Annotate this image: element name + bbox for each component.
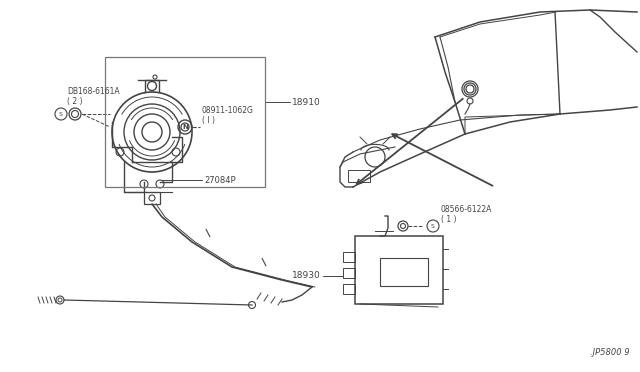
Bar <box>343 268 355 278</box>
Text: 18910: 18910 <box>292 97 321 106</box>
Text: N: N <box>182 124 188 130</box>
Text: 18930: 18930 <box>292 272 321 280</box>
Text: S: S <box>431 224 435 228</box>
Bar <box>105 57 265 187</box>
Text: .JP5800 9: .JP5800 9 <box>590 348 630 357</box>
Text: S: S <box>59 112 63 116</box>
Text: 08566-6122A
( 1 ): 08566-6122A ( 1 ) <box>441 205 492 224</box>
Text: 08911-1062G
( I ): 08911-1062G ( I ) <box>202 106 254 125</box>
Bar <box>380 258 428 286</box>
Text: 27084P: 27084P <box>204 176 236 185</box>
Bar <box>343 284 355 294</box>
Bar <box>355 236 443 304</box>
Bar <box>144 192 160 204</box>
Text: DB168-6161A
( 2 ): DB168-6161A ( 2 ) <box>67 87 120 106</box>
Bar <box>343 252 355 262</box>
Bar <box>348 170 370 182</box>
